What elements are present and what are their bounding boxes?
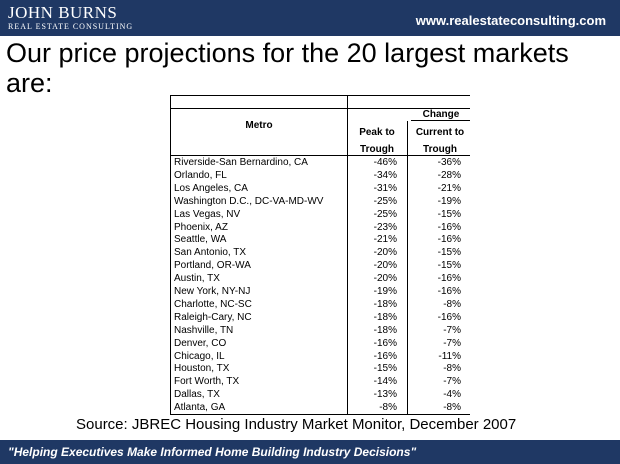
peak-cell: -8% [379,402,397,414]
peak-cell: -16% [373,350,397,362]
header-rule [171,108,470,109]
current-cell: -16% [437,273,461,285]
url: www.realestateconsulting.com [415,13,606,28]
header-rule [411,120,470,121]
peak-cell: -20% [373,260,397,272]
metro-cell: Riverside-San Bernardino, CA [174,157,308,168]
peak-cell: -21% [373,234,397,246]
peak-cell: -23% [373,221,397,233]
current-cell: -16% [437,234,461,246]
header-rule [171,155,470,156]
current-cell: -15% [437,247,461,259]
logo: JOHN BURNS [8,3,118,22]
current-cell: -19% [437,195,461,207]
metro-cell: San Antonio, TX [174,247,247,259]
current-cell: -16% [437,221,461,233]
current-cell: -16% [437,311,461,323]
peak-cell: -16% [373,337,397,349]
metro-cell: Houston, TX [174,363,230,375]
column-header: Peak to Trough [359,127,395,155]
metro-cell: Raleigh-Cary, NC [174,311,252,323]
column-header: Current to Trough [415,127,465,155]
current-cell: -7% [443,324,461,336]
current-cell: -16% [437,286,461,297]
peak-cell: -20% [373,247,397,259]
header-bar: JOHN BURNS REAL ESTATE CONSULTING www.re… [0,0,620,36]
metro-cell: Orlando, FL [174,169,227,181]
table: Metro Change Peak to Trough Current to T… [170,95,470,415]
peak-cell: -20% [373,273,397,285]
metro-cell: Seattle, WA [174,234,227,246]
column-group-header: Change [422,109,460,120]
metro-cell: Washington D.C., DC-VA-MD-WV [174,195,324,207]
peak-cell: -15% [373,363,397,375]
current-cell: -8% [443,298,461,310]
current-cell: -15% [437,260,461,272]
column-divider [407,121,408,414]
current-cell: -15% [437,208,461,220]
peak-cell: -18% [373,311,397,323]
metro-cell: Austin, TX [174,273,220,285]
footer-bar: "Helping Executives Make Informed Home B… [0,440,620,464]
column-divider [347,96,348,414]
column-header: Metro [245,120,273,131]
slide-title: Our price projections for the 20 largest… [6,38,569,98]
peak-cell: -34% [373,169,397,181]
metro-cell: Dallas, TX [174,389,220,401]
peak-cell: -18% [373,324,397,336]
metro-cell: Chicago, IL [174,350,225,362]
peak-cell: -25% [373,195,397,207]
peak-cell: -19% [373,286,397,297]
metro-cell: Fort Worth, TX [174,376,240,388]
current-cell: -8% [443,363,461,375]
source-note: Source: JBREC Housing Industry Market Mo… [76,416,517,433]
current-cell: -11% [438,350,461,362]
peak-cell: -25% [373,208,397,220]
metro-cell: Atlanta, GA [174,402,226,414]
logo-subtitle: REAL ESTATE CONSULTING [8,22,134,31]
peak-cell: -13% [373,389,397,401]
metro-cell: Charlotte, NC-SC [174,298,252,310]
metro-cell: New York, NY-NJ [174,286,251,297]
peak-cell: -31% [373,182,397,194]
peak-cell: -14% [373,376,397,388]
current-cell: -8% [443,402,461,414]
current-cell: -36% [437,157,461,168]
current-cell: -7% [443,376,461,388]
metro-cell: Las Vegas, NV [174,208,241,220]
current-cell: -4% [443,389,461,401]
current-cell: -21% [437,182,461,194]
metro-cell: Nashville, TN [174,324,234,336]
metro-cell: Los Angeles, CA [174,182,248,194]
metro-cell: Portland, OR-WA [174,260,251,272]
current-cell: -7% [443,337,461,349]
metro-cell: Denver, CO [174,337,227,349]
metro-cell: Phoenix, AZ [174,221,228,233]
peak-cell: -18% [373,298,397,310]
current-cell: -28% [437,169,461,181]
peak-cell: -46% [373,157,397,168]
